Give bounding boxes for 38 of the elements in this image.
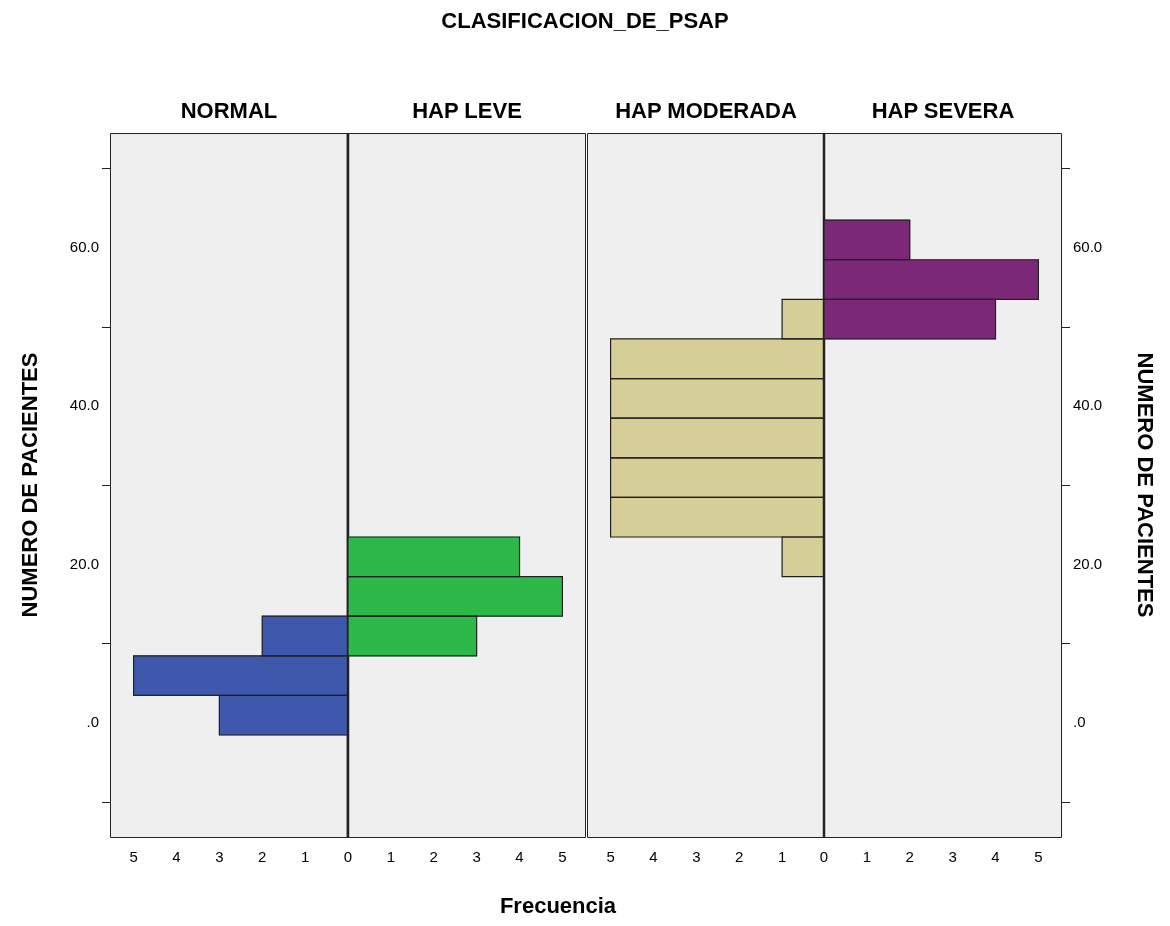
x-tick-label: 3: [472, 848, 481, 866]
y-tick-label: 20.0: [1073, 554, 1103, 572]
y-tick-label: .0: [86, 713, 99, 731]
y-tick-label: 40.0: [1073, 396, 1103, 414]
x-tick-label: 4: [172, 848, 181, 866]
chart-title: NORMAL: [179, 98, 279, 123]
x-tick-label: 5: [1034, 848, 1043, 866]
y-tick-label: 20.0: [69, 554, 99, 572]
chart-title: HAP SEVERA: [870, 98, 1016, 123]
x-tick-label: 5: [129, 848, 138, 866]
y-tick-label: 60.0: [1073, 238, 1103, 255]
x-tick-label: 4: [649, 848, 658, 866]
x-tick-label: 1: [386, 848, 396, 866]
x-tick-label: 2: [905, 848, 914, 866]
x-tick-label: 3: [692, 848, 701, 866]
y-tick-label: .0: [1073, 713, 1086, 731]
x-tick-label: 5: [558, 848, 567, 866]
y-axis-title: NUMERO DE PACIENTES: [17, 352, 43, 618]
x-tick-label: 2: [735, 848, 744, 866]
x-tick-label: 2: [258, 848, 267, 866]
x-tick-label: 1: [862, 848, 872, 866]
x-tick-label: 4: [515, 848, 524, 866]
x-tick-label: 5: [606, 848, 615, 866]
x-tick-label: 1: [777, 848, 787, 866]
x-tick-label: 1: [300, 848, 310, 866]
x-tick-label: 0: [819, 848, 829, 866]
y-tick-label: 40.0: [69, 396, 99, 414]
legend-title: CLASIFICACION_DE_PSAP: [440, 8, 730, 34]
x-tick-label: 3: [215, 848, 224, 866]
y-axis-title: NUMERO DE PACIENTES: [1132, 352, 1158, 618]
x-axis-title: Frecuencia: [498, 893, 618, 919]
x-tick-label: 0: [343, 848, 353, 866]
chart-title: HAP LEVE: [411, 98, 523, 123]
x-tick-label: 3: [948, 848, 957, 866]
x-tick-label: 4: [991, 848, 1000, 866]
chart-title: HAP MODERADA: [614, 98, 798, 123]
y-tick-label: 60.0: [69, 238, 99, 255]
x-tick-label: 2: [429, 848, 438, 866]
